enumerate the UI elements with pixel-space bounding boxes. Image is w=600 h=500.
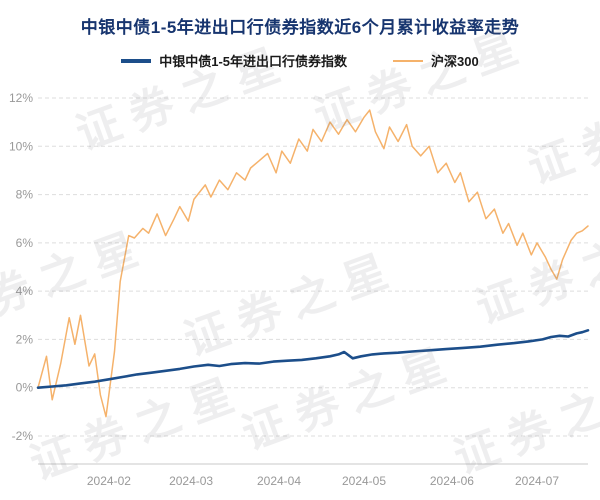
legend-item-fund[interactable]: 中银中债1-5年进出口行债券指数: [121, 51, 347, 70]
x-axis-label: 2024-04: [257, 474, 301, 488]
fund-series-line: [36, 328, 590, 390]
benchmark-line-swatch: [393, 59, 424, 62]
y-axis-label: 10%: [9, 139, 33, 153]
x-axis-label: 2024-05: [342, 474, 386, 488]
benchmark-legend-label: 沪深300: [431, 54, 479, 69]
chart-canvas: -2% 0% 2% 4% 6% 8% 10% 12% 2024-02 2024-03 2024-04…: [9, 91, 590, 488]
fund-legend-label: 中银中债1-5年进出口行债券指数: [159, 54, 348, 69]
y-axis-label: 6%: [16, 236, 34, 250]
y-axis-label: 12%: [9, 91, 33, 105]
y-axis-label: 4%: [16, 284, 34, 298]
y-axis-label: 2%: [16, 332, 34, 346]
legend-item-benchmark[interactable]: 沪深300: [393, 51, 479, 70]
legend: 中银中债1-5年进出口行债券指数 沪深300: [0, 51, 600, 70]
x-axis-label: 2024-02: [87, 474, 131, 488]
x-axis-label: 2024-03: [169, 474, 213, 488]
fund-line-swatch: [121, 58, 152, 63]
x-axis-label: 2024-07: [515, 474, 559, 488]
chart-title: 中银中债1-5年进出口行债券指数近6个月累计收益率走势: [80, 18, 520, 37]
y-axis-label: -2%: [12, 429, 34, 443]
y-axis-label: 0%: [16, 381, 34, 395]
y-axis-label: 8%: [16, 188, 34, 202]
x-axis-label: 2024-06: [430, 474, 474, 488]
benchmark-series-line: [37, 109, 589, 418]
